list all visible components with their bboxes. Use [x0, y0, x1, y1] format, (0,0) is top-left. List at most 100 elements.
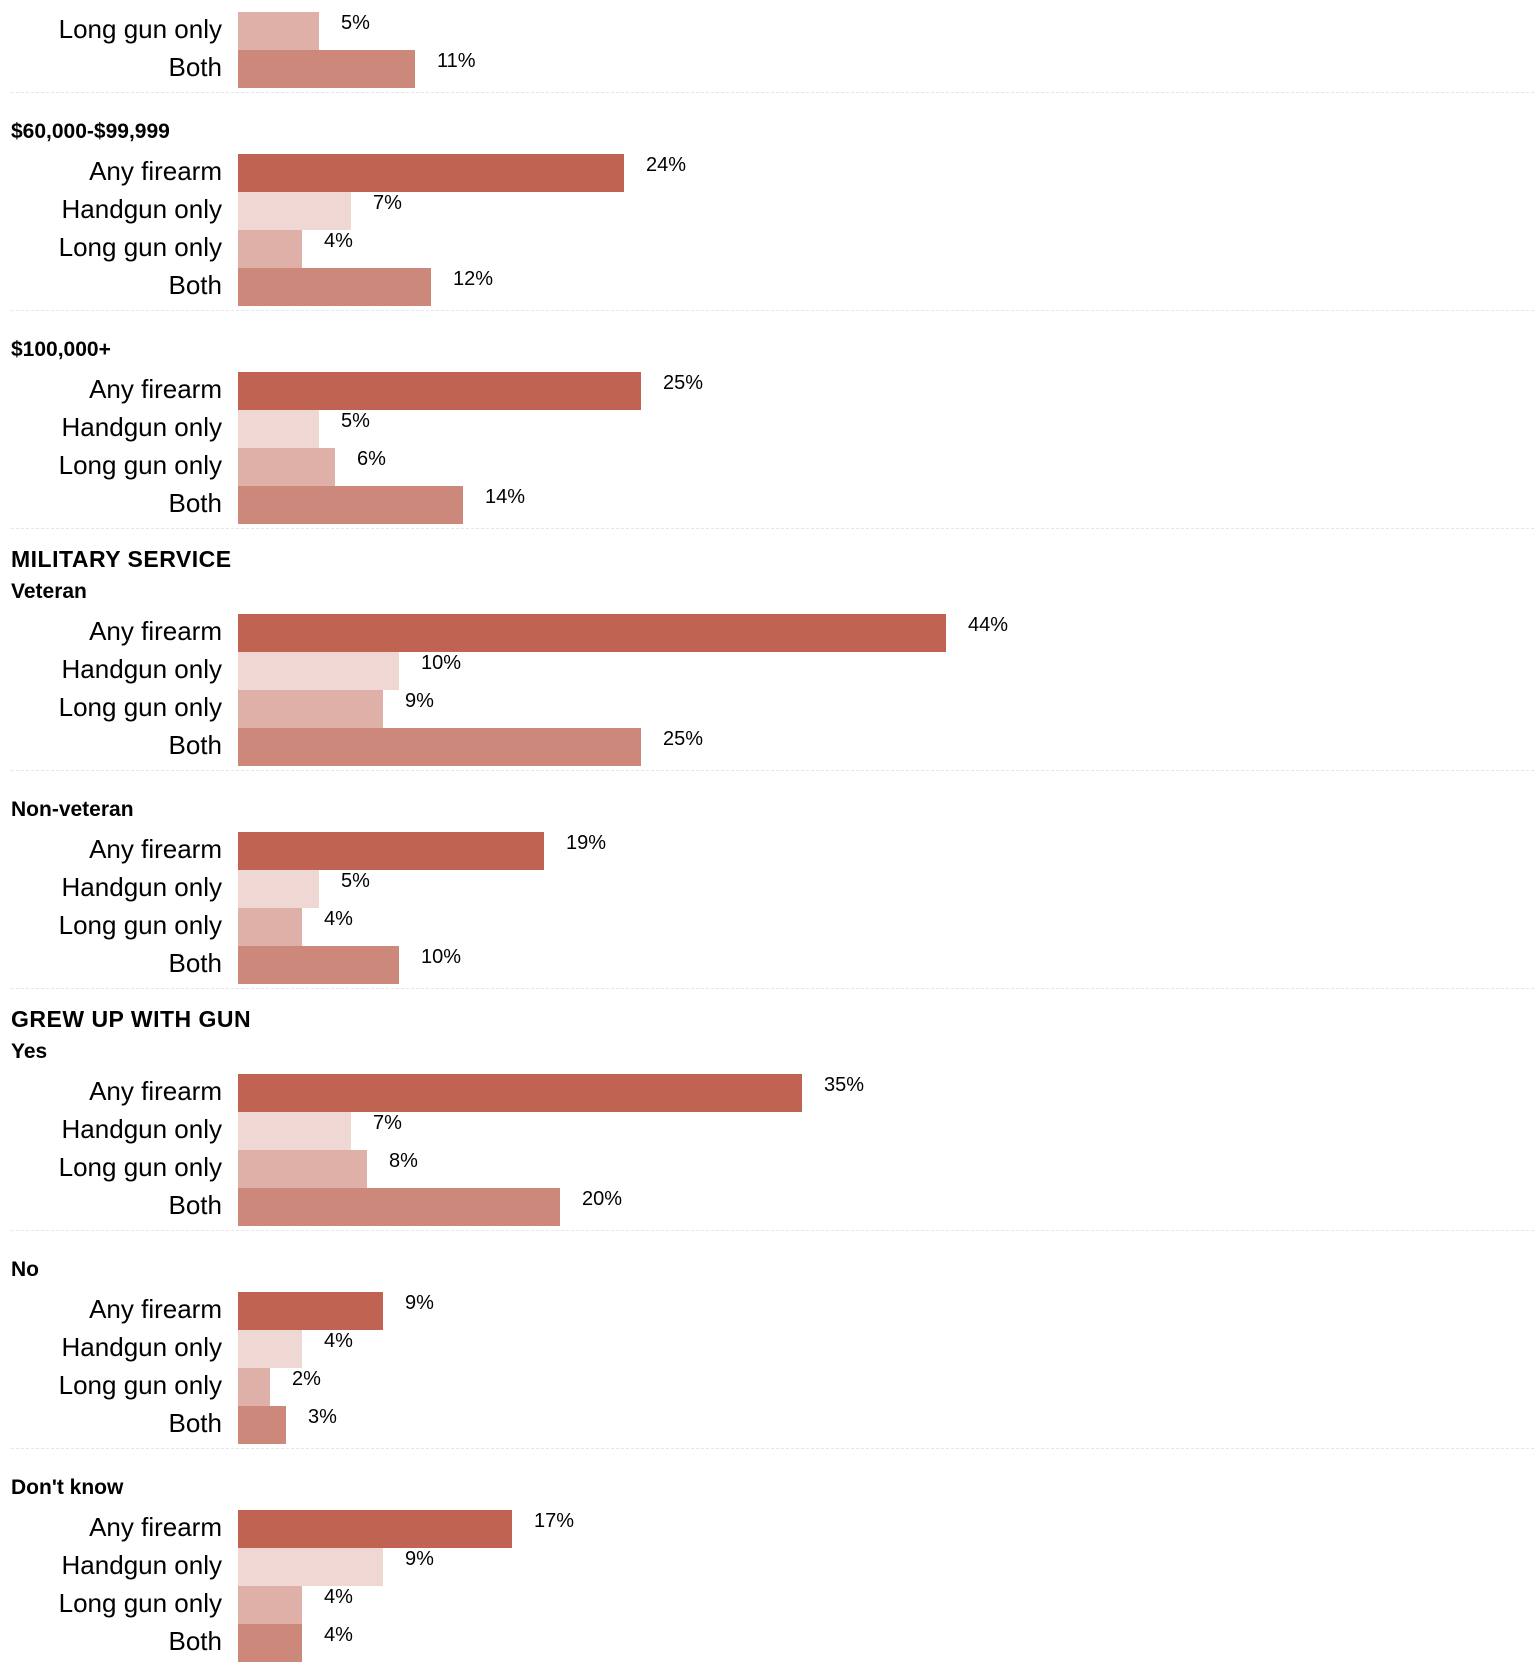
value-label: 8% [389, 1150, 418, 1172]
row-label: Any firearm [89, 834, 222, 864]
bar [238, 50, 415, 88]
row-label: Long gun only [58, 910, 222, 940]
value-label: 4% [324, 1330, 353, 1352]
row-label: Handgun only [61, 194, 222, 224]
bar [238, 154, 624, 192]
row-label: Long gun only [58, 14, 222, 44]
divider [11, 1230, 1534, 1231]
divider [11, 770, 1534, 771]
value-label: 35% [824, 1074, 865, 1096]
bar [238, 1330, 302, 1368]
divider [11, 310, 1534, 311]
bar [238, 1624, 302, 1662]
row-label: Any firearm [89, 1512, 222, 1542]
bar [238, 614, 946, 652]
divider [11, 1448, 1534, 1449]
bar [238, 1368, 270, 1406]
value-label: 6% [357, 448, 386, 470]
value-label: 10% [421, 652, 462, 674]
row-label: Both [168, 730, 223, 760]
bar [238, 870, 319, 908]
value-label: 7% [373, 1112, 402, 1134]
row-label: Both [168, 1626, 223, 1656]
value-label: 44% [968, 614, 1009, 636]
bar [238, 690, 383, 728]
value-label: 4% [324, 908, 353, 930]
bar [238, 268, 431, 306]
value-label: 25% [663, 728, 704, 750]
bar [238, 1406, 286, 1444]
bar [238, 1188, 560, 1226]
row-label: Any firearm [89, 1294, 222, 1324]
divider [11, 528, 1534, 529]
bar [238, 486, 463, 524]
divider [11, 988, 1534, 989]
bar [238, 832, 544, 870]
value-label: 5% [341, 410, 370, 432]
value-label: 7% [373, 192, 402, 214]
value-label: 4% [324, 1624, 353, 1646]
bar [238, 230, 302, 268]
row-label: Long gun only [58, 1588, 222, 1618]
row-label: Long gun only [58, 450, 222, 480]
bar [238, 1112, 351, 1150]
value-label: 17% [534, 1510, 575, 1532]
group-title: $100,000+ [11, 338, 111, 361]
bar [238, 1074, 802, 1112]
bar [238, 1510, 512, 1548]
bar [238, 1586, 302, 1624]
group-title: Don't know [11, 1476, 124, 1499]
value-label: 19% [566, 832, 607, 854]
row-label: Handgun only [61, 1114, 222, 1144]
value-label: 12% [453, 268, 494, 290]
row-label: Any firearm [89, 616, 222, 646]
row-label: Handgun only [61, 872, 222, 902]
bar [238, 372, 641, 410]
value-label: 11% [437, 50, 476, 72]
row-label: Both [168, 52, 223, 82]
group-title: $60,000-$99,999 [11, 120, 170, 143]
bar [238, 1150, 367, 1188]
value-label: 9% [405, 1548, 434, 1570]
value-label: 4% [324, 1586, 353, 1608]
bar [238, 12, 319, 50]
bar [238, 652, 399, 690]
value-label: 20% [582, 1188, 623, 1210]
row-label: Handgun only [61, 654, 222, 684]
divider [11, 92, 1534, 93]
bar [238, 946, 399, 984]
value-label: 10% [421, 946, 462, 968]
row-label: Both [168, 1408, 223, 1438]
bar [238, 448, 335, 486]
value-label: 24% [646, 154, 687, 176]
bar [238, 1292, 383, 1330]
value-label: 3% [308, 1406, 337, 1428]
firearm-ownership-bar-chart: Long gun only 5% Both 11% $60,000-$99,999 Any… [11, 12, 1534, 1662]
row-label: Long gun only [58, 232, 222, 262]
row-label: Both [168, 488, 223, 518]
row-label: Long gun only [58, 1152, 222, 1182]
value-label: 25% [663, 372, 704, 394]
row-label: Any firearm [89, 1076, 222, 1106]
row-label: Handgun only [61, 412, 222, 442]
row-label: Any firearm [89, 156, 222, 186]
bar [238, 192, 351, 230]
value-label: 9% [405, 1292, 434, 1314]
bar [238, 908, 302, 946]
group-title: Yes [11, 1040, 48, 1063]
value-label: 5% [341, 870, 370, 892]
section-title: GREW UP WITH GUN [11, 1006, 252, 1032]
row-label: Handgun only [61, 1332, 222, 1362]
group-title: Veteran [11, 580, 87, 603]
row-label: Long gun only [58, 1370, 222, 1400]
row-label: Both [168, 270, 223, 300]
section-title: MILITARY SERVICE [11, 546, 232, 572]
value-label: 2% [292, 1368, 321, 1390]
group-title: No [11, 1258, 39, 1281]
value-label: 9% [405, 690, 434, 712]
row-label: Both [168, 948, 223, 978]
row-label: Any firearm [89, 374, 222, 404]
row-label: Handgun only [61, 1550, 222, 1580]
row-label: Long gun only [58, 692, 222, 722]
bar [238, 728, 641, 766]
